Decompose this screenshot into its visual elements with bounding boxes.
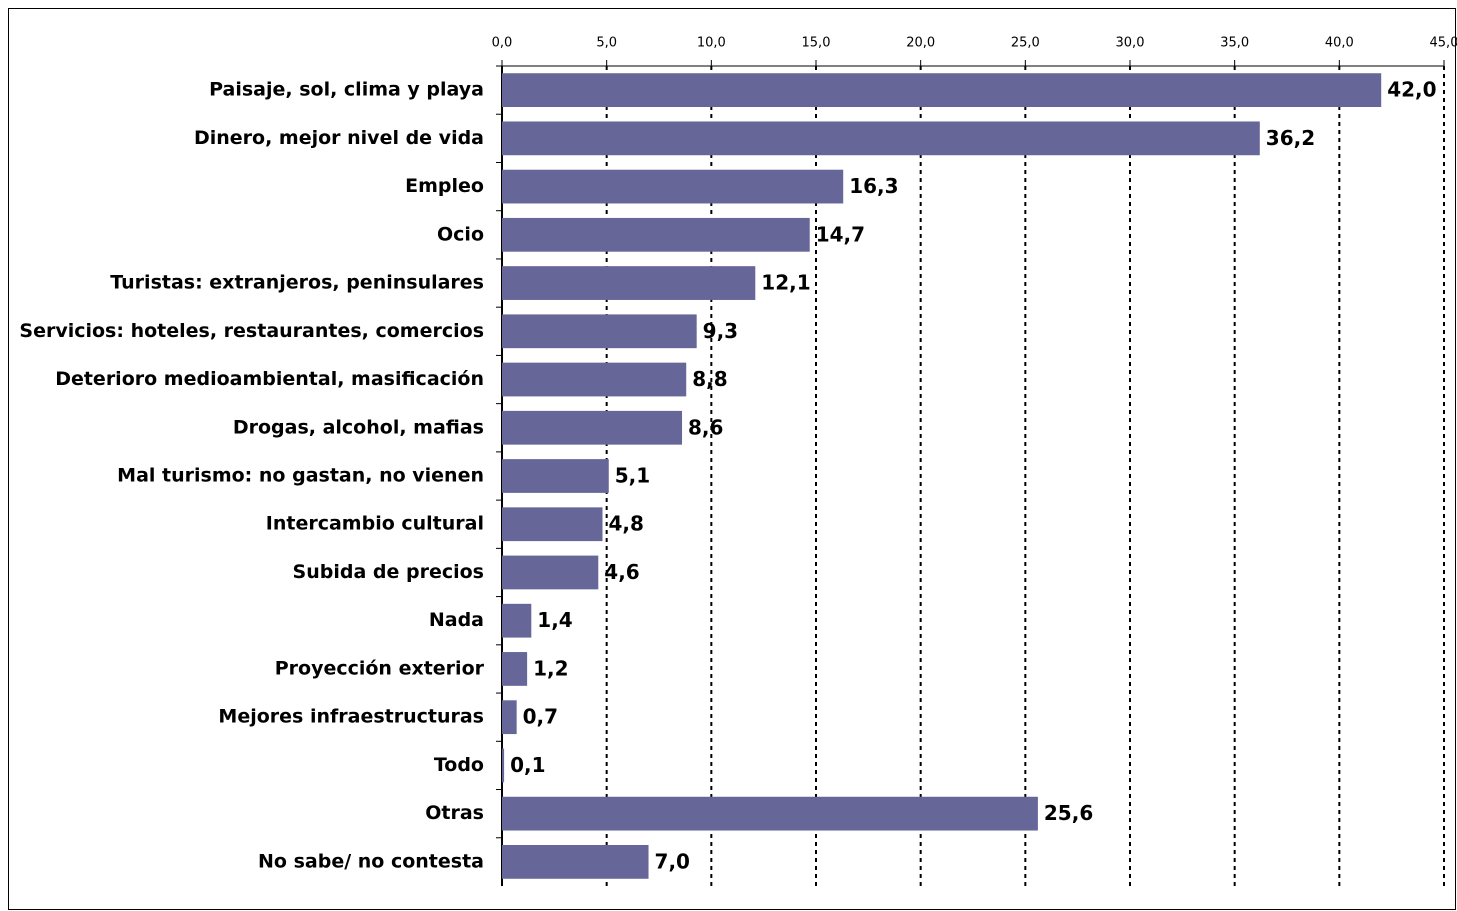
data-label: 8,6 [688, 415, 723, 439]
x-tick-label: 20,0 [906, 36, 935, 51]
y-tick-label: Turistas: extranjeros, peninsulares [110, 272, 484, 294]
data-label: 16,3 [849, 174, 898, 198]
data-label: 8,8 [692, 367, 727, 391]
data-label: 4,8 [608, 512, 643, 536]
bar [502, 73, 1382, 107]
data-label: 1,2 [533, 656, 568, 680]
data-label: 12,1 [761, 271, 810, 295]
x-tick-label: 10,0 [697, 36, 726, 51]
y-tick-label: Drogas, alcohol, mafias [233, 416, 484, 438]
x-tick-label: 5,0 [596, 36, 617, 51]
bar [502, 314, 697, 349]
y-tick-label: Proyección exterior [275, 657, 485, 679]
bar [502, 603, 532, 638]
bar [502, 410, 683, 445]
bar [502, 121, 1260, 156]
x-tick-label: 40,0 [1325, 36, 1354, 51]
y-tick-label: Dinero, mejor nivel de vida [194, 127, 484, 149]
y-tick-label: Mal turismo: no gastan, no vienen [117, 465, 484, 487]
bar [502, 748, 505, 783]
data-label: 1,4 [537, 608, 572, 632]
y-tick-label: Servicios: hoteles, restaurantes, comerc… [19, 320, 484, 342]
data-label: 36,2 [1266, 126, 1315, 150]
x-tick-label: 15,0 [802, 36, 831, 51]
y-tick-label: Todo [434, 754, 484, 776]
chart-frame [8, 8, 1456, 910]
data-label: 9,3 [703, 319, 738, 343]
x-tick-label: 45,0 [1430, 36, 1457, 51]
y-tick-label: No sabe/ no contesta [258, 850, 484, 872]
bar [502, 652, 528, 686]
bar [502, 507, 603, 542]
data-label: 25,6 [1044, 801, 1093, 825]
data-label: 5,1 [615, 464, 650, 488]
y-tick-label: Deterioro medioambiental, masificación [55, 368, 484, 390]
y-tick-label: Intercambio cultural [266, 513, 484, 535]
x-tick-label: 25,0 [1011, 36, 1040, 51]
bar [502, 459, 609, 493]
bar [502, 796, 1038, 831]
y-tick-label: Paisaje, sol, clima y playa [209, 79, 484, 101]
data-label: 4,6 [604, 560, 639, 584]
x-tick-label: 35,0 [1220, 36, 1249, 51]
bar [502, 266, 756, 300]
y-tick-label: Nada [429, 609, 484, 631]
data-label: 0,1 [510, 753, 545, 777]
bar [502, 555, 599, 590]
bar [502, 217, 810, 252]
bar [502, 362, 687, 397]
bar [502, 845, 649, 879]
y-tick-label: Ocio [437, 223, 484, 245]
y-tick-label: Otras [425, 802, 484, 824]
x-tick-label: 30,0 [1116, 36, 1145, 51]
bar [502, 700, 517, 735]
data-label: 42,0 [1387, 78, 1436, 102]
data-label: 14,7 [816, 222, 865, 246]
y-tick-label: Mejores infraestructuras [218, 706, 484, 728]
data-label: 7,0 [655, 849, 690, 873]
bar [502, 169, 844, 204]
x-tick-label: 0,0 [492, 36, 513, 51]
y-tick-label: Subida de precios [293, 561, 484, 583]
data-label: 0,7 [523, 705, 558, 729]
y-tick-label: Empleo [405, 175, 484, 197]
